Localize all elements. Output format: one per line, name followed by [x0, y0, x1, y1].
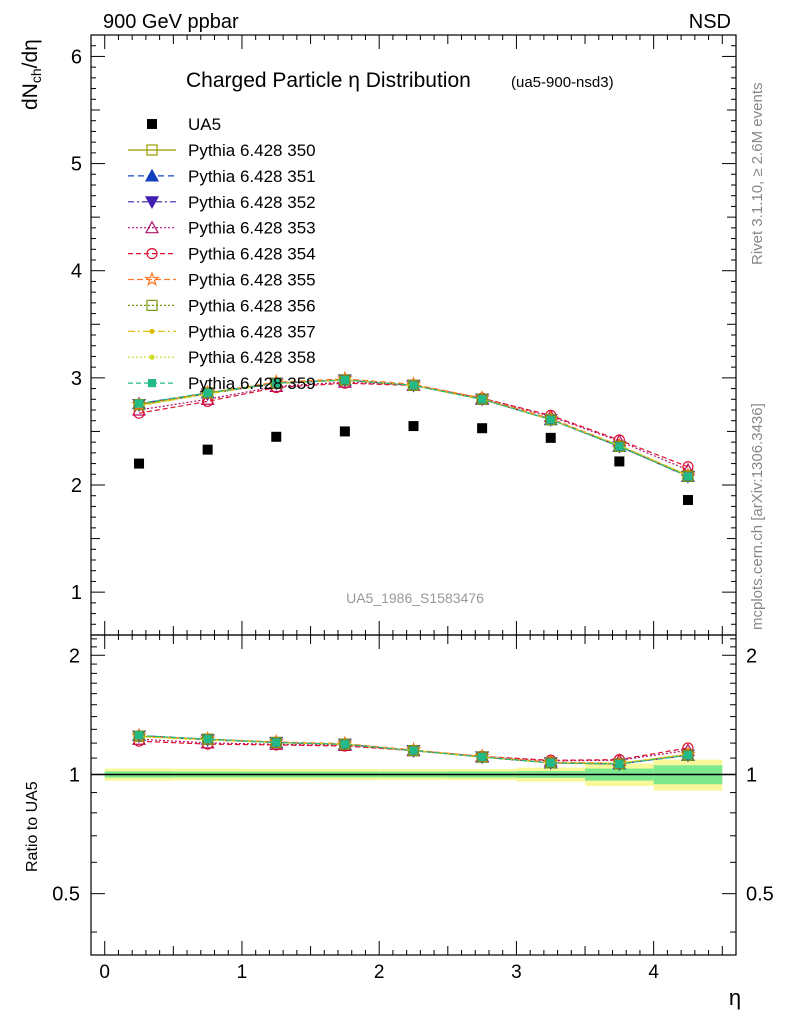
series-point	[476, 393, 488, 405]
ratio-panel: 0 1 2 3 4 0.5 0.5 1 1 2 2 Ratio to UA5 η	[24, 634, 774, 1010]
legend-marker	[144, 220, 160, 234]
ratio-point	[615, 759, 624, 769]
legend-label: UA5	[188, 115, 221, 134]
x-tick-label: 3	[511, 962, 522, 983]
x-tick-label: 0	[99, 962, 110, 983]
y-tick-label: 2	[746, 645, 757, 667]
ratio-band	[91, 759, 736, 791]
legend-label: Pythia 6.428 351	[188, 167, 316, 186]
series-point	[613, 440, 625, 453]
legend-label: Pythia 6.428 352	[188, 193, 316, 212]
data-point	[614, 456, 625, 467]
data-point	[271, 431, 282, 442]
ratio-point	[340, 740, 349, 749]
ratio-point	[409, 746, 418, 755]
series-point	[683, 472, 693, 481]
ratio-point	[478, 752, 487, 762]
y-tick-label: 2	[71, 475, 82, 497]
main-axis-ticks: 1 2 3 4 5 6	[71, 34, 737, 636]
x-tick-label: 2	[374, 962, 385, 983]
legend-marker	[144, 271, 160, 287]
main-watermark: UA5_1986_S1583476	[346, 590, 484, 606]
y-tick-label: 0.5	[746, 884, 774, 906]
y-tick-label: 1	[746, 764, 757, 786]
series-point	[478, 395, 487, 404]
ratio-frame	[90, 634, 737, 956]
rivet-label: Rivet 3.1.10, ≥ 2.6M events	[749, 83, 766, 266]
x-axis-label: η	[729, 985, 741, 1010]
y-tick-label: 4	[71, 261, 82, 283]
y-tick-label: 2	[69, 645, 80, 667]
y-axis-label: dNch/dη	[19, 39, 44, 110]
legend-marker	[147, 119, 157, 129]
data-point	[477, 423, 488, 434]
y-tick-label: 0.5	[52, 884, 80, 906]
main-panel: 1 2 3 4 5 6 Charged Particle η Distribution (…	[19, 34, 737, 636]
legend-label: Pythia 6.428 350	[188, 141, 316, 160]
y-tick-label: 3	[71, 368, 82, 390]
ratio-y-label: Ratio to UA5	[24, 781, 41, 872]
legend-marker	[149, 354, 155, 360]
legend-label: Pythia 6.428 355	[188, 271, 316, 290]
header-left: 900 GeV ppbar	[103, 11, 239, 33]
legend-marker	[144, 168, 160, 182]
data-point	[202, 444, 213, 455]
series-point	[134, 399, 144, 408]
chart-title: Charged Particle η Distribution	[186, 69, 471, 92]
legend-label: Pythia 6.428 354	[188, 245, 316, 264]
legend-label: Pythia 6.428 357	[188, 322, 316, 341]
y-tick-label: 1	[71, 582, 82, 604]
ratio-point	[683, 751, 693, 760]
legend-marker	[144, 196, 160, 210]
series-point	[409, 381, 418, 390]
data-point	[545, 432, 556, 443]
mcplots-label: mcplots.cern.ch [arXiv:1306.3436]	[749, 403, 766, 630]
series-point	[200, 392, 215, 405]
chart-subtitle: (ua5-900-nsd3)	[511, 74, 614, 91]
legend-marker	[149, 328, 155, 334]
legend-label: Pythia 6.428 358	[188, 348, 316, 367]
data-point	[682, 495, 693, 505]
series-point	[272, 379, 281, 388]
series-point	[545, 414, 557, 426]
data-point	[339, 426, 350, 437]
legend-label: Pythia 6.428 359	[188, 374, 316, 393]
series-point	[615, 442, 624, 451]
legend-label: Pythia 6.428 353	[188, 219, 316, 238]
series-line	[138, 382, 689, 468]
y-tick-label: 6	[71, 46, 82, 68]
x-tick-label: 1	[237, 962, 248, 983]
ratio-axis-ticks: 0 1 2 3 4 0.5 0.5 1 1 2 2	[52, 635, 774, 983]
ratio-series	[131, 727, 696, 772]
ratio-point	[272, 738, 281, 747]
ratio-point	[546, 758, 555, 767]
ratio-point	[134, 731, 144, 740]
data-point	[408, 421, 419, 432]
ratio-point	[133, 730, 145, 742]
legend-marker	[146, 299, 158, 311]
header-right: NSD	[689, 11, 731, 33]
y-tick-label: 1	[69, 764, 80, 786]
series-point	[682, 470, 694, 483]
legend-label: Pythia 6.428 356	[188, 296, 316, 315]
legend-marker	[146, 144, 158, 156]
y-tick-label: 5	[71, 154, 82, 176]
legend-marker	[147, 379, 157, 388]
series-point	[340, 375, 349, 385]
ratio-point	[203, 735, 212, 744]
main-series	[131, 370, 696, 505]
x-tick-label: 4	[648, 962, 659, 983]
series-point	[202, 387, 214, 399]
series-point	[203, 388, 212, 397]
legend: UA5 Pythia 6.428 350 Pythia 6.428 351 Pythi…	[128, 115, 316, 393]
legend-marker	[146, 248, 158, 260]
data-point	[134, 458, 145, 469]
series-point	[546, 415, 555, 424]
